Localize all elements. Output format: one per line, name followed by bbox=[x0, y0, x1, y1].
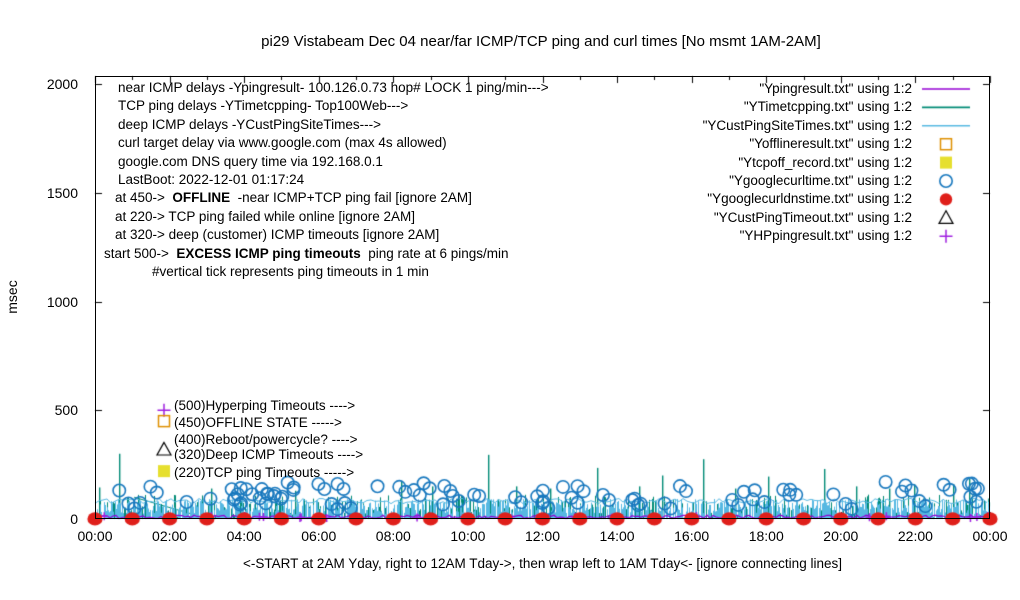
y-tick-label: 500 bbox=[54, 402, 78, 419]
x-tick-label: 20:00 bbox=[823, 528, 859, 544]
legend-entry-label: "Yofflineresult.txt" using 1:2 bbox=[749, 136, 912, 152]
note-text: TCP ping delays -YTimetcpping- Top100Web… bbox=[118, 98, 409, 114]
x-tick-label: 18:00 bbox=[748, 528, 784, 544]
note-line: TCP ping delays -YTimetcpping- Top100Web… bbox=[118, 99, 408, 113]
note-line: start 500-> EXCESS ICMP ping timeouts pi… bbox=[104, 245, 509, 261]
note-text: deep ICMP delays -YCustPingSiteTimes---> bbox=[118, 116, 381, 132]
note-emphasis: OFFLINE bbox=[172, 190, 231, 206]
x-tick-label: 02:00 bbox=[152, 528, 188, 544]
note-line: at 220-> TCP ping failed while online [i… bbox=[115, 208, 416, 224]
legend-entry-label: "Ygooglecurldnstime.txt" using 1:2 bbox=[707, 191, 912, 207]
x-tick-label: 14:00 bbox=[599, 528, 635, 544]
note-line: near ICMP delays -Ypingresult- 100.126.0… bbox=[118, 81, 549, 95]
note-line: LastBoot: 2022-12-01 01:17:24 bbox=[118, 173, 304, 187]
note-text: at 450-> bbox=[115, 190, 173, 206]
legend-entry-label: "YCustPingTimeout.txt" using 1:2 bbox=[713, 209, 912, 225]
note-text: -near ICMP+TCP ping fail [ignore 2AM] bbox=[230, 190, 472, 206]
annotation-label: (320)Deep ICMP Timeouts ----> bbox=[174, 447, 364, 462]
y-tick-label: 1500 bbox=[46, 184, 78, 201]
legend-entry-label: "YHPpingresult.txt" using 1:2 bbox=[739, 228, 912, 244]
legend-entry-label: "YCustPingSiteTimes.txt" using 1:2 bbox=[702, 117, 912, 133]
note-text: at 220-> TCP ping failed while online [i… bbox=[115, 208, 416, 224]
x-tick-label: 12:00 bbox=[524, 528, 561, 544]
x-tick-label: 00:00 bbox=[77, 528, 113, 544]
note-line: curl target delay via www.google.com (ma… bbox=[118, 136, 447, 150]
legend-entry-label: "Ytcpoff_record.txt" using 1:2 bbox=[738, 154, 912, 170]
x-axis-label: <-START at 2AM Yday, right to 12AM Tday-… bbox=[243, 556, 842, 571]
legend-entry-label: "YTimetcpping.txt" using 1:2 bbox=[743, 99, 912, 115]
note-text: #vertical tick represents ping timeouts … bbox=[152, 264, 429, 279]
plot-border bbox=[95, 76, 990, 519]
y-tick-label: 0 bbox=[70, 511, 78, 527]
note-text: curl target delay via www.google.com (ma… bbox=[118, 135, 447, 151]
note-text: near ICMP delays -Ypingresult- 100.126.0… bbox=[118, 80, 549, 95]
x-tick-label: 16:00 bbox=[674, 528, 710, 544]
x-tick-label: 22:00 bbox=[897, 528, 933, 544]
note-emphasis: EXCESS ICMP ping timeouts bbox=[176, 245, 361, 261]
note-line: at 320-> deep (customer) ICMP timeouts [… bbox=[115, 228, 439, 242]
note-line: at 450-> OFFLINE -near ICMP+TCP ping fai… bbox=[115, 191, 472, 205]
note-line: google.com DNS query time via 192.168.0.… bbox=[118, 153, 383, 169]
note-text: start 500-> bbox=[104, 245, 177, 261]
annotation-label: (400)Reboot/powercycle? ----> bbox=[174, 432, 358, 447]
x-tick-label: 10:00 bbox=[450, 528, 486, 544]
annotation-label: (220)TCP ping Timeouts -----> bbox=[174, 465, 355, 480]
note-line: deep ICMP delays -YCustPingSiteTimes---> bbox=[118, 116, 381, 132]
x-tick-label: 00:00 bbox=[972, 528, 1008, 544]
chart-title: pi29 Vistabeam Dec 04 near/far ICMP/TCP … bbox=[261, 33, 821, 50]
note-text: LastBoot: 2022-12-01 01:17:24 bbox=[118, 172, 305, 187]
note-text: google.com DNS query time via 192.168.0.… bbox=[118, 153, 383, 169]
x-tick-label: 06:00 bbox=[301, 528, 337, 544]
annotation-label: (500)Hyperping Timeouts ----> bbox=[174, 398, 356, 413]
x-tick-label: 08:00 bbox=[375, 528, 411, 544]
note-line: #vertical tick represents ping timeouts … bbox=[152, 265, 429, 279]
legend-entry-label: "Ypingresult.txt" using 1:2 bbox=[759, 81, 912, 96]
y-tick-label: 2000 bbox=[46, 76, 78, 92]
y-tick-label: 1000 bbox=[46, 293, 78, 310]
note-text: ping rate at 6 pings/min bbox=[360, 245, 509, 261]
note-text: at 320-> deep (customer) ICMP timeouts [… bbox=[115, 227, 440, 243]
x-tick-label: 04:00 bbox=[226, 528, 262, 544]
annotation-label: (450)OFFLINE STATE -----> bbox=[174, 415, 342, 430]
legend-entry-label: "Ygooglecurltime.txt" using 1:2 bbox=[729, 173, 912, 188]
